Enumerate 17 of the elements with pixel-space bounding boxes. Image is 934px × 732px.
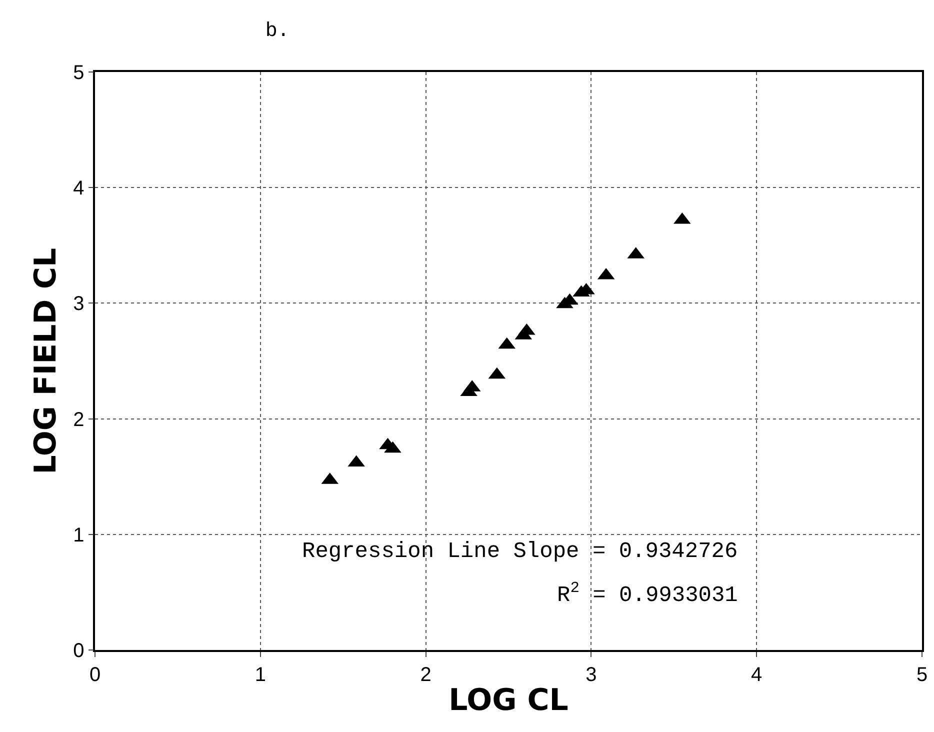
x-tick-label: 0 xyxy=(89,664,101,686)
y-tick-label: 3 xyxy=(73,293,84,316)
chart-title: b. xyxy=(265,20,290,43)
x-tick-label: 3 xyxy=(586,664,597,686)
x-tick-label: 2 xyxy=(420,664,432,686)
y-tick-label: 1 xyxy=(73,524,84,546)
annotation: R$^{2}$ = 0.9933031 xyxy=(557,579,738,608)
y-tick-label: 0 xyxy=(73,640,84,662)
y-tick-label: 2 xyxy=(73,408,84,431)
x-tick-label: 1 xyxy=(254,664,266,686)
y-axis-title: LOG FIELD CL xyxy=(28,248,64,474)
x-axis-title: LOG CL xyxy=(448,682,568,718)
x-tick-label: 4 xyxy=(751,664,762,686)
y-tick-label: 4 xyxy=(73,178,84,200)
x-tick-label: 5 xyxy=(916,664,928,686)
annotation: Regression Line Slope = 0.9342726 xyxy=(302,539,738,564)
y-tick-label: 5 xyxy=(73,62,84,84)
